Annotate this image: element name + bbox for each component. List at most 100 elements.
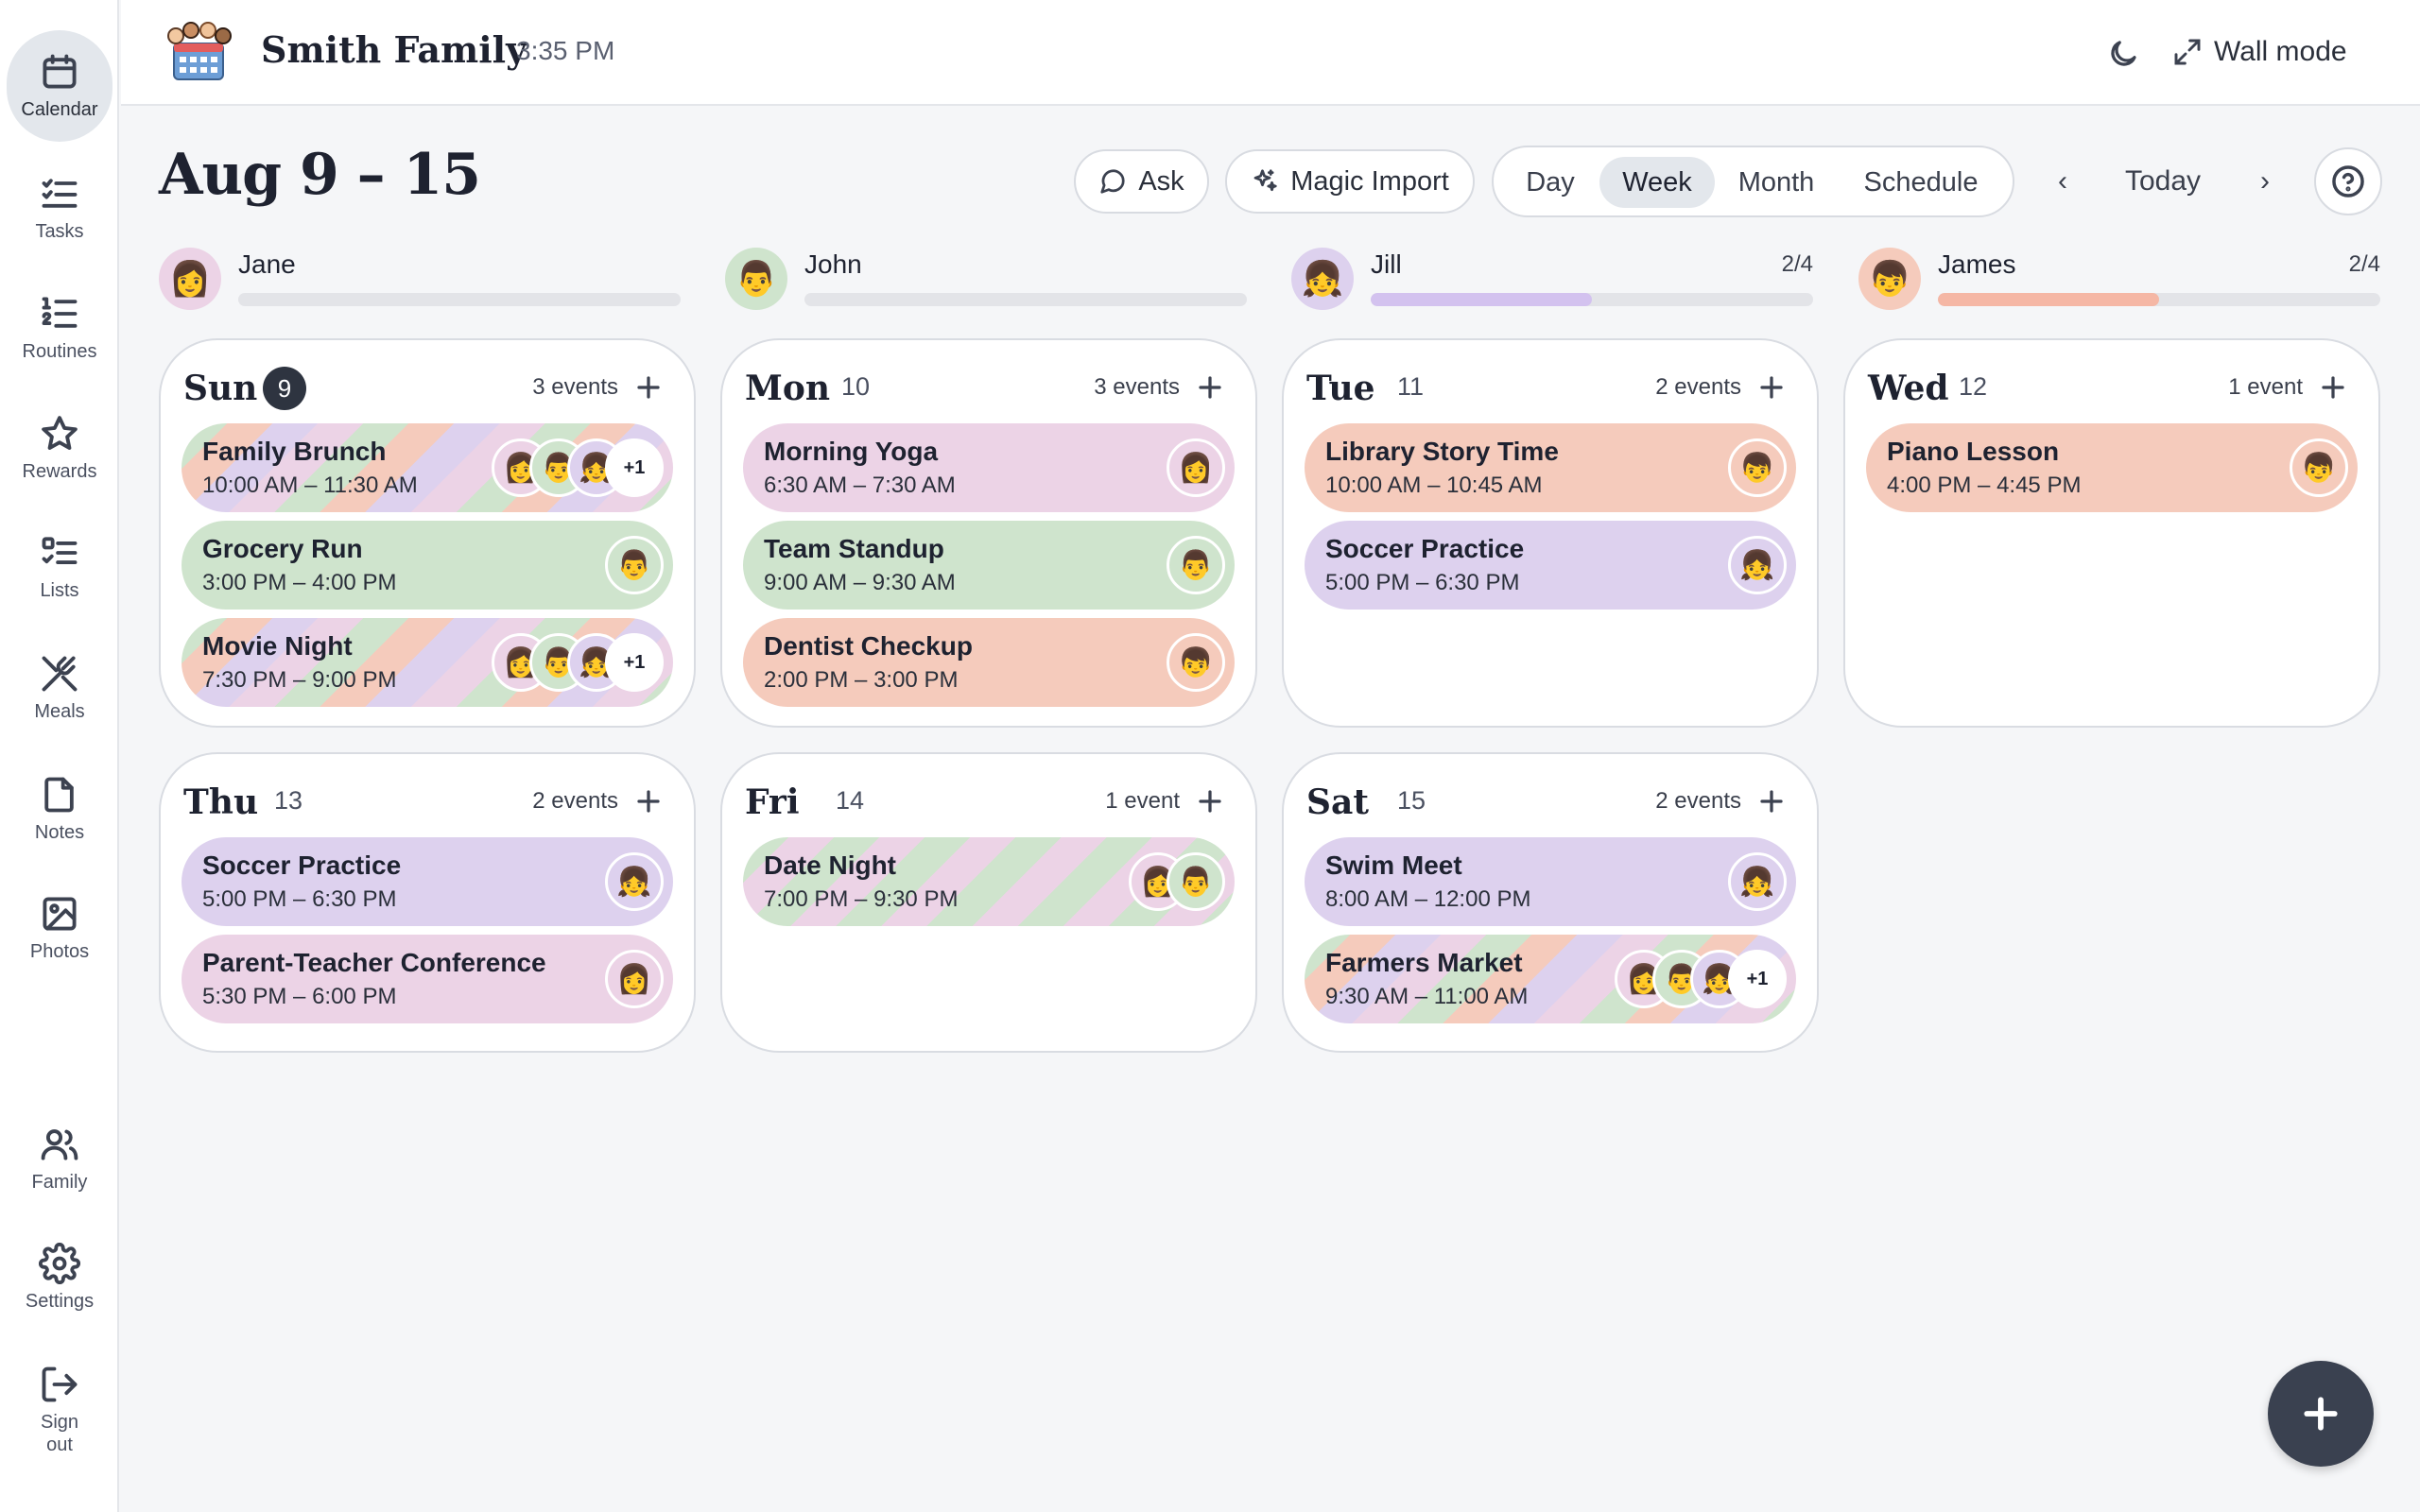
event-pill[interactable]: Team Standup 9:00 AM – 9:30 AM 👨 <box>743 521 1235 610</box>
sidebar-item-label: Routines <box>22 341 97 362</box>
day-number: 13 <box>274 786 303 815</box>
sidebar-item-calendar[interactable]: Calendar <box>7 30 112 142</box>
attendee-avatar: 👧 <box>1728 536 1787 594</box>
event-title: Piano Lesson <box>1887 437 2060 466</box>
event-time: 5:00 PM – 6:30 PM <box>1325 570 1520 595</box>
member-name: James <box>1938 249 2016 279</box>
sidebar-item-label: Photos <box>29 941 90 962</box>
avatar: 👦 <box>1858 248 1921 310</box>
star-icon <box>42 416 78 450</box>
event-time: 8:00 AM – 12:00 PM <box>1325 886 1531 912</box>
event-pill[interactable]: Library Story Time 10:00 AM – 10:45 AM 👦 <box>1305 423 1796 512</box>
plus-icon <box>637 790 660 813</box>
event-attendees: 👨 <box>1167 536 1225 594</box>
attendee-avatar: 👨 <box>1167 852 1225 911</box>
day-header: Wed 12 1 event <box>1868 365 2356 416</box>
event-pill[interactable]: Soccer Practice 5:00 PM – 6:30 PM 👧 <box>182 837 673 926</box>
member-name: Jane <box>238 249 296 279</box>
day-name: Fri <box>745 782 800 822</box>
magic-import-button[interactable]: Magic Import <box>1225 149 1475 214</box>
event-pill[interactable]: Dentist Checkup 2:00 PM – 3:00 PM 👦 <box>743 618 1235 707</box>
add-event-button[interactable] <box>1191 369 1229 406</box>
attendee-avatar: 👧 <box>605 852 664 911</box>
event-title: Team Standup <box>764 534 944 563</box>
sidebar-item-family[interactable]: Family <box>7 1111 112 1206</box>
event-attendees: 👨 <box>605 536 664 594</box>
sidebar-item-label: Meals <box>34 701 85 722</box>
view-schedule[interactable]: Schedule <box>1863 166 1979 198</box>
event-pill[interactable]: Parent-Teacher Conference 5:30 PM – 6:00 … <box>182 935 673 1023</box>
event-title: Family Brunch <box>202 437 387 466</box>
sidebar-item-notes[interactable]: Notes <box>7 762 112 856</box>
plus-icon <box>637 376 660 399</box>
attendee-avatar: 👨 <box>1167 536 1225 594</box>
next-week-button[interactable]: › <box>2260 165 2270 197</box>
day-header: Thu 13 2 events <box>183 779 671 830</box>
today-badge: 9 <box>263 367 306 410</box>
day-card-thu: Thu 13 2 events Soccer Practice 5:00 PM – 6:… <box>159 752 696 1053</box>
add-event-button[interactable] <box>2314 369 2352 406</box>
view-week[interactable]: Week <box>1599 157 1715 208</box>
event-pill[interactable]: Family Brunch 10:00 AM – 11:30 AM +1 👧 👨 👩 <box>182 423 673 512</box>
add-event-button[interactable] <box>1753 369 1790 406</box>
add-event-button[interactable] <box>630 782 667 820</box>
member-progress-bar <box>1938 293 2380 306</box>
day-card-wed: Wed 12 1 event Piano Lesson 4:00 PM – 4:45 P… <box>1843 338 2380 728</box>
sidebar-item-routines[interactable]: Routines <box>7 281 112 375</box>
wall-mode-button[interactable]: Wall mode <box>2172 26 2347 77</box>
member-progress-bar <box>1371 293 1813 306</box>
member-jill[interactable]: 👧 Jill 2/4 <box>1291 248 1813 310</box>
event-pill[interactable]: Movie Night 7:30 PM – 9:00 PM +1 👧 👨 👩 <box>182 618 673 707</box>
event-attendees: 👩 <box>1167 438 1225 497</box>
dark-mode-toggle[interactable] <box>2101 32 2145 76</box>
member-name: John <box>804 249 862 279</box>
event-pill[interactable]: Grocery Run 3:00 PM – 4:00 PM 👨 <box>182 521 673 610</box>
event-pill[interactable]: Morning Yoga 6:30 AM – 7:30 AM 👩 <box>743 423 1235 512</box>
day-header: Sat 15 2 events <box>1306 779 1794 830</box>
add-event-button[interactable] <box>1191 782 1229 820</box>
event-pill[interactable]: Piano Lesson 4:00 PM – 4:45 PM 👦 <box>1866 423 2358 512</box>
sidebar-item-lists[interactable]: Lists <box>7 520 112 614</box>
member-james[interactable]: 👦 James 2/4 <box>1858 248 2380 310</box>
more-attendees-badge: +1 <box>605 438 664 497</box>
member-john[interactable]: 👨 John <box>725 248 1247 310</box>
sidebar-item-photos[interactable]: Photos <box>7 881 112 975</box>
sidebar-item-rewards[interactable]: Rewards <box>7 401 112 495</box>
sidebar-item-settings[interactable]: Settings <box>7 1230 112 1325</box>
event-attendees: 👨 👩 <box>1129 852 1225 911</box>
family-name: Smith Family <box>261 28 527 71</box>
add-event-button[interactable] <box>1753 782 1790 820</box>
sidebar-item-sign-out[interactable]: Sign out <box>7 1349 112 1470</box>
event-count: 2 events <box>532 788 618 814</box>
utensils-icon <box>42 656 78 692</box>
event-pill[interactable]: Soccer Practice 5:00 PM – 6:30 PM 👧 <box>1305 521 1796 610</box>
help-button[interactable] <box>2314 147 2382 215</box>
ask-button[interactable]: Ask <box>1074 149 1209 214</box>
event-pill[interactable]: Swim Meet 8:00 AM – 12:00 PM 👧 <box>1305 837 1796 926</box>
event-title: Farmers Market <box>1325 948 1523 977</box>
prev-week-button[interactable]: ‹ <box>2058 165 2067 197</box>
sidebar-item-meals[interactable]: Meals <box>7 641 112 735</box>
today-button[interactable]: Today <box>2124 165 2202 197</box>
add-event-fab[interactable] <box>2268 1361 2374 1467</box>
event-time: 9:30 AM – 11:00 AM <box>1325 984 1529 1009</box>
avatar: 👨 <box>725 248 787 310</box>
attendee-avatar: 👦 <box>2290 438 2348 497</box>
event-attendees: +1 👧 👨 👩 <box>492 438 664 497</box>
member-jane[interactable]: 👩 Jane <box>159 248 681 310</box>
day-name: Thu <box>183 782 259 822</box>
event-title: Soccer Practice <box>1325 534 1525 563</box>
event-attendees: 👧 <box>1728 852 1787 911</box>
view-month[interactable]: Month <box>1737 166 1815 198</box>
event-pill[interactable]: Farmers Market 9:30 AM – 11:00 AM +1 👧 👨 👩 <box>1305 935 1796 1023</box>
day-header: Mon 10 3 events <box>745 365 1233 416</box>
event-pill[interactable]: Date Night 7:00 PM – 9:30 PM 👨 👩 <box>743 837 1235 926</box>
event-count: 1 event <box>2228 374 2303 400</box>
add-event-button[interactable] <box>630 369 667 406</box>
sidebar-item-label: Notes <box>34 822 85 843</box>
avatar: 👧 <box>1291 248 1354 310</box>
sidebar-item-tasks[interactable]: Tasks <box>7 161 112 255</box>
attendee-avatar: 👩 <box>1167 438 1225 497</box>
lists-icon <box>42 537 78 565</box>
view-day[interactable]: Day <box>1526 166 1575 198</box>
